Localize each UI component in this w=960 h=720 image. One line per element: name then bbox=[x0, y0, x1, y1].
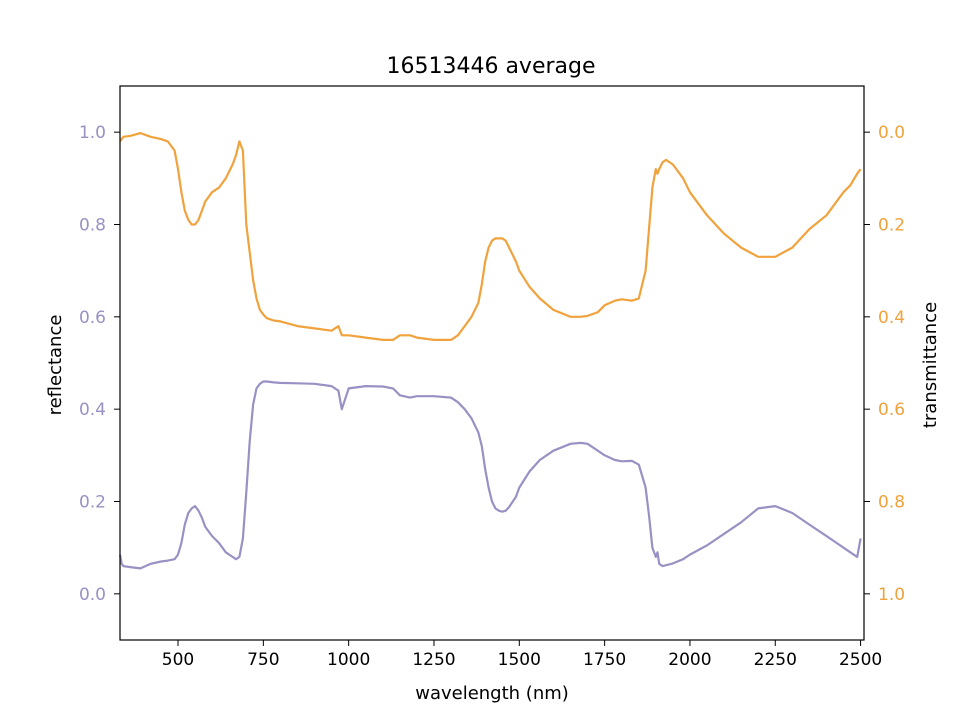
chart-title: 16513446 average bbox=[386, 54, 595, 79]
left-tick-label: 0.6 bbox=[79, 308, 106, 328]
x-tick-label: 2250 bbox=[754, 650, 797, 670]
left-tick-label: 0.8 bbox=[79, 216, 106, 236]
left-tick-label: 0.0 bbox=[79, 585, 106, 605]
left-tick-label: 0.4 bbox=[79, 400, 106, 420]
right-tick-label: 0.8 bbox=[878, 493, 905, 513]
series-line-transmittance bbox=[119, 132, 862, 341]
x-tick-label: 1750 bbox=[583, 650, 626, 670]
right-tick-label: 0.0 bbox=[878, 123, 905, 143]
right-tick-label: 0.2 bbox=[878, 216, 905, 236]
left-tick-label: 0.2 bbox=[79, 493, 106, 513]
x-tick-label: 2000 bbox=[668, 650, 711, 670]
left-axis-ticks: 0.0 0.2 0.4 0.6 0.8 1.0 bbox=[79, 123, 120, 605]
x-tick-label: 1250 bbox=[412, 650, 455, 670]
left-axis-label: reflectance bbox=[45, 315, 66, 416]
x-tick-label: 1500 bbox=[498, 650, 541, 670]
right-axis-ticks: 0.0 0.2 0.4 0.6 0.8 1.0 bbox=[864, 123, 905, 605]
x-tick-label: 500 bbox=[162, 650, 194, 670]
plot-frame bbox=[119, 85, 865, 641]
right-tick-label: 0.6 bbox=[878, 400, 905, 420]
right-tick-label: 1.0 bbox=[878, 585, 905, 605]
right-tick-label: 0.4 bbox=[878, 308, 905, 328]
x-tick-label: 2500 bbox=[839, 650, 882, 670]
x-axis-ticks: 500 750 1000 1250 1500 1750 2000 2250 2500 bbox=[162, 640, 882, 670]
series-layer bbox=[118, 132, 862, 570]
left-tick-label: 1.0 bbox=[79, 123, 106, 143]
x-tick-label: 1000 bbox=[327, 650, 370, 670]
x-axis-label: wavelength (nm) bbox=[415, 683, 569, 704]
right-axis-label: transmittance bbox=[920, 302, 941, 428]
x-tick-label: 750 bbox=[247, 650, 279, 670]
series-line-reflectance bbox=[118, 380, 862, 570]
